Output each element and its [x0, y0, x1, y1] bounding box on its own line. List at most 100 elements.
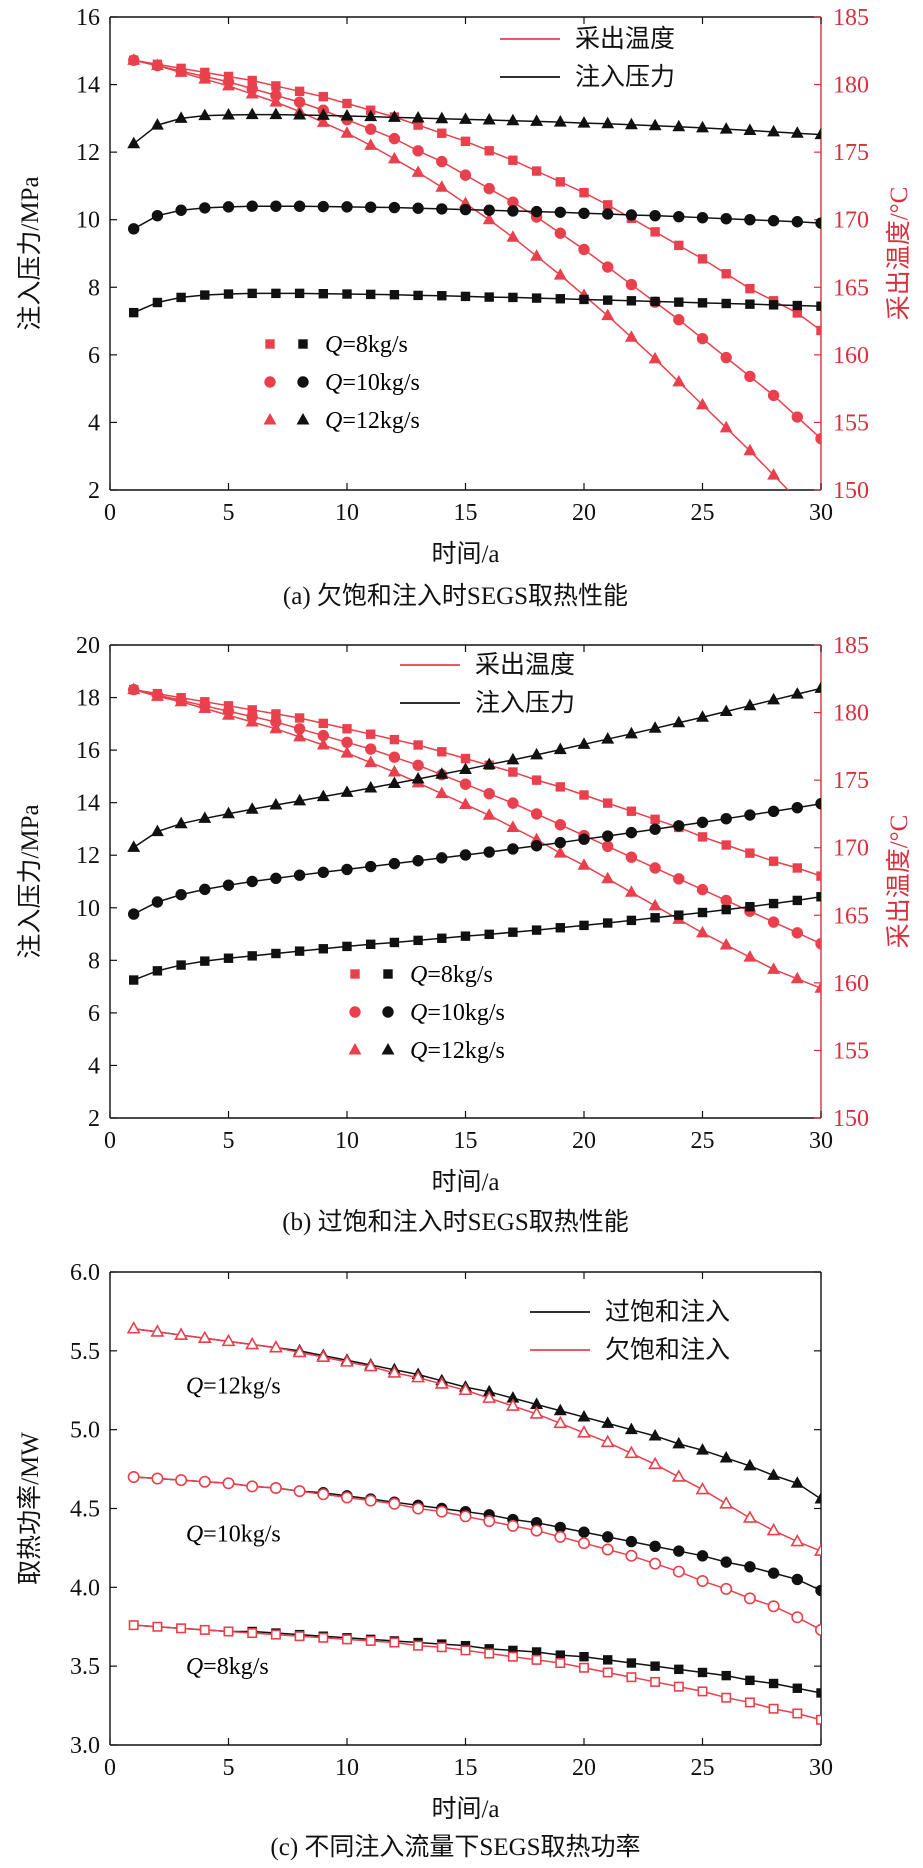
data-point	[601, 871, 615, 884]
data-point	[198, 1475, 211, 1488]
data-point	[720, 812, 732, 825]
data-point	[766, 1522, 781, 1536]
data-point	[152, 1621, 163, 1632]
data-point	[341, 1634, 352, 1645]
x-axis-label: 时间/a	[431, 540, 499, 568]
data-point	[317, 200, 329, 213]
x-tick-label: 30	[809, 500, 833, 526]
data-point	[602, 261, 614, 273]
data-point	[555, 782, 565, 792]
y-axis-label: 注入压力/MPa	[16, 804, 44, 958]
data-point	[365, 123, 377, 135]
legend-line-label: 欠饱和注入	[605, 1336, 730, 1364]
data-point	[626, 1658, 637, 1668]
data-point	[505, 1398, 520, 1411]
data-point	[649, 1557, 662, 1570]
x-axis-label: 时间/a	[431, 1168, 499, 1196]
data-point	[364, 755, 378, 768]
data-point	[674, 1664, 684, 1675]
data-point	[340, 746, 354, 758]
data-point	[199, 883, 211, 896]
data-point	[553, 1403, 567, 1416]
data-point	[696, 120, 709, 133]
data-point	[767, 124, 781, 137]
data-point	[553, 742, 567, 755]
data-point	[673, 820, 685, 832]
data-point	[530, 249, 544, 261]
data-point	[792, 1708, 803, 1719]
data-point	[128, 223, 140, 235]
data-point	[672, 119, 686, 132]
data-point	[720, 894, 732, 907]
data-point	[270, 200, 282, 212]
y-tick-label: 5.0	[70, 1418, 100, 1444]
q-symbol: Q	[186, 1373, 203, 1399]
data-point	[624, 885, 638, 897]
data-point	[460, 753, 471, 764]
data-point	[603, 1655, 613, 1665]
data-point	[744, 214, 756, 226]
series-line	[133, 1476, 821, 1631]
data-point	[174, 1327, 189, 1340]
data-point	[626, 296, 637, 306]
q-value: =8kg/s	[427, 962, 493, 988]
data-point	[151, 896, 164, 908]
q-value: =8kg/s	[342, 332, 408, 358]
data-point	[506, 230, 520, 242]
y2-tick-label: 180	[833, 701, 869, 727]
data-point	[625, 826, 638, 839]
data-point	[719, 1451, 733, 1463]
data-point	[624, 1422, 638, 1435]
data-point	[767, 805, 780, 818]
legend-marker-black	[383, 969, 393, 979]
data-point	[366, 289, 376, 300]
data-point	[602, 208, 614, 220]
data-point	[530, 205, 543, 218]
data-point	[460, 291, 471, 302]
data-point	[743, 1592, 756, 1605]
data-point	[602, 1531, 614, 1543]
data-point	[294, 946, 305, 956]
data-point	[198, 811, 212, 823]
y-tick-label: 18	[76, 686, 100, 712]
data-point	[768, 1678, 779, 1689]
data-point	[649, 1540, 661, 1553]
data-point	[814, 127, 821, 140]
data-point	[340, 785, 354, 797]
data-point	[767, 1567, 780, 1579]
data-point	[507, 843, 519, 855]
data-point	[790, 126, 804, 138]
q-symbol: Q	[410, 1038, 427, 1064]
x-tick-label: 0	[104, 500, 116, 526]
data-point	[602, 830, 614, 842]
data-point	[790, 1476, 804, 1488]
data-point	[318, 718, 329, 729]
y2-tick-label: 175	[833, 768, 869, 794]
data-point	[150, 58, 164, 71]
legend-marker-red	[264, 376, 276, 388]
data-point	[744, 809, 756, 821]
data-point	[815, 937, 821, 950]
data-point	[768, 856, 779, 866]
data-point	[600, 1434, 615, 1448]
data-point	[411, 110, 425, 123]
data-point	[483, 787, 495, 800]
data-point	[790, 1533, 805, 1547]
data-point	[578, 1526, 590, 1538]
data-point	[460, 1645, 471, 1656]
data-point	[387, 1365, 402, 1378]
data-point	[268, 1340, 283, 1353]
data-point	[672, 374, 686, 387]
data-point	[695, 1481, 710, 1495]
data-point	[508, 292, 518, 303]
data-point	[554, 836, 566, 849]
data-point	[247, 288, 257, 299]
data-point	[460, 136, 471, 147]
data-point	[721, 904, 731, 915]
data-point	[767, 692, 781, 705]
data-point	[696, 816, 709, 829]
data-point	[387, 776, 401, 788]
data-point	[671, 1469, 686, 1482]
data-point	[198, 72, 212, 84]
legend-line-label: 过饱和注入	[605, 1298, 730, 1326]
